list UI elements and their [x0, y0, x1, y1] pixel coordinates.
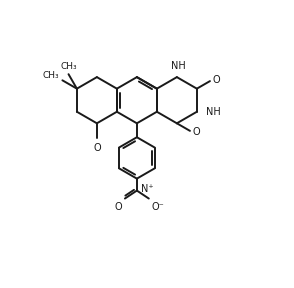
Text: O: O [114, 202, 122, 212]
Text: N⁺: N⁺ [141, 183, 153, 194]
Text: NH: NH [206, 107, 220, 117]
Text: O: O [193, 127, 201, 137]
Text: O: O [93, 143, 101, 153]
Text: CH₃: CH₃ [60, 62, 77, 71]
Text: O: O [213, 75, 220, 85]
Text: NH: NH [171, 61, 186, 71]
Text: CH₃: CH₃ [43, 71, 59, 79]
Text: O⁻: O⁻ [152, 202, 164, 212]
